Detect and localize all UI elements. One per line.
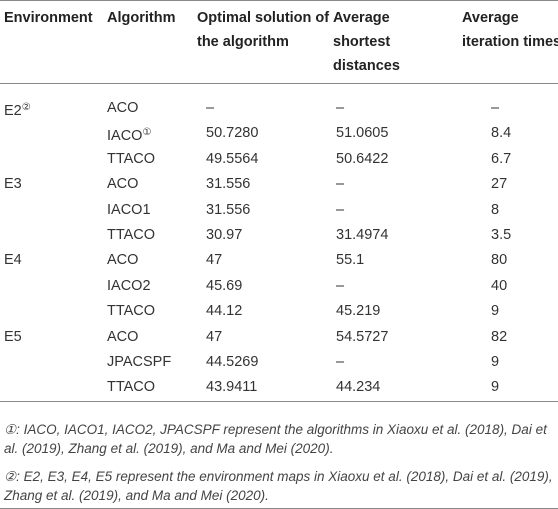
footnote: ②: E2, E3, E4, E5 represent the environm…	[4, 469, 553, 503]
environment: E4	[4, 252, 22, 269]
iterations-cell: 9	[491, 303, 500, 320]
iterations-cell: 40	[491, 277, 508, 294]
shortest-cell: 31.4974	[336, 227, 389, 243]
algorithm-cell: IACO2	[107, 277, 151, 295]
optimal-cell: 47	[206, 252, 223, 269]
optimal-cell: 43.9411	[206, 379, 258, 396]
iterations-cell: 3.5	[491, 227, 512, 243]
shortest-cell: –	[336, 354, 345, 370]
optimal-cell: 31.556	[206, 201, 251, 218]
shortest-cell: –	[336, 100, 345, 116]
environment-cell: E2②	[4, 99, 31, 120]
algorithm: TTACO	[107, 150, 156, 167]
environment-cell: E3	[4, 175, 22, 193]
algorithm-cell: ACO	[107, 175, 138, 193]
shortest-cell: –	[336, 176, 345, 193]
algorithm-cell: ACO	[107, 328, 138, 346]
algorithm: IACO1	[107, 201, 151, 218]
column-header: shortest	[333, 34, 391, 50]
optimal-cell: 30.97	[206, 227, 243, 243]
optimal-cell: 45.69	[206, 277, 243, 294]
shortest-cell: 54.5727	[336, 328, 389, 345]
environment-cell: E4	[4, 251, 22, 269]
optimal-cell: –	[206, 100, 215, 116]
note-mark: ②	[21, 102, 31, 113]
iterations-cell: 9	[491, 354, 500, 370]
algorithm: IACO	[107, 128, 143, 145]
shortest-cell: 44.234	[336, 379, 381, 396]
shortest-cell: 45.219	[336, 303, 381, 320]
iterations-cell: –	[491, 100, 500, 116]
iterations-cell: 9	[491, 379, 500, 396]
algorithm-cell: TTACO	[107, 226, 155, 244]
optimal-cell: 49.5564	[206, 150, 259, 167]
footnote: ①: IACO, IACO1, IACO2, JPACSPF represent…	[4, 422, 547, 456]
optimal-cell: 50.7280	[206, 125, 259, 142]
algorithm-cell: IACO1	[107, 201, 151, 219]
column-header: Algorithm	[107, 10, 176, 26]
iterations-cell: 8	[491, 201, 500, 218]
algorithm: ACO	[107, 252, 139, 269]
iterations-cell: 8.4	[491, 125, 512, 142]
rule	[0, 401, 558, 402]
optimal-cell: 44.5269	[206, 354, 259, 370]
iterations-cell: 80	[491, 252, 508, 269]
column-header: Environment	[4, 10, 93, 26]
algorithm: ACO	[107, 100, 139, 116]
column-header: Average	[462, 10, 519, 26]
algorithm-cell: TTACO	[107, 378, 155, 396]
optimal-cell: 47	[206, 328, 223, 345]
algorithm: TTACO	[107, 303, 156, 320]
environment: E2	[4, 103, 22, 119]
rule	[0, 0, 558, 1]
column-header: distances	[333, 58, 400, 74]
iterations-cell: 82	[491, 328, 508, 345]
algorithm-cell: TTACO	[107, 302, 155, 320]
algorithm-cell: ACO	[107, 251, 138, 269]
column-header: iteration times	[462, 34, 558, 50]
optimal-cell: 31.556	[206, 176, 251, 193]
rule	[0, 83, 558, 84]
algorithm-cell: JPACSPF	[107, 353, 171, 371]
algorithm: IACO2	[107, 277, 151, 294]
iterations-cell: 27	[491, 176, 508, 193]
algorithm: TTACO	[107, 227, 156, 243]
column-header: Optimal solution of	[197, 10, 330, 26]
shortest-cell: 50.6422	[336, 150, 389, 167]
algorithm: JPACSPF	[107, 354, 172, 370]
column-header: Average	[333, 10, 390, 26]
column-header: the algorithm	[197, 34, 289, 50]
algorithm-cell: ACO	[107, 99, 138, 117]
shortest-cell: 55.1	[336, 252, 365, 269]
note-mark: ①	[142, 127, 152, 139]
iterations-cell: 6.7	[491, 150, 512, 167]
algorithm: ACO	[107, 176, 139, 193]
optimal-cell: 44.12	[206, 303, 243, 320]
algorithm-cell: TTACO	[107, 150, 155, 168]
algorithm: TTACO	[107, 379, 156, 396]
shortest-cell: –	[336, 277, 345, 294]
environment-cell: E5	[4, 328, 22, 346]
environment: E5	[4, 328, 22, 345]
shortest-cell: 51.0605	[336, 125, 389, 142]
algorithm: ACO	[107, 328, 139, 345]
shortest-cell: –	[336, 201, 345, 218]
environment: E3	[4, 176, 22, 193]
algorithm-cell: IACO①	[107, 124, 151, 145]
